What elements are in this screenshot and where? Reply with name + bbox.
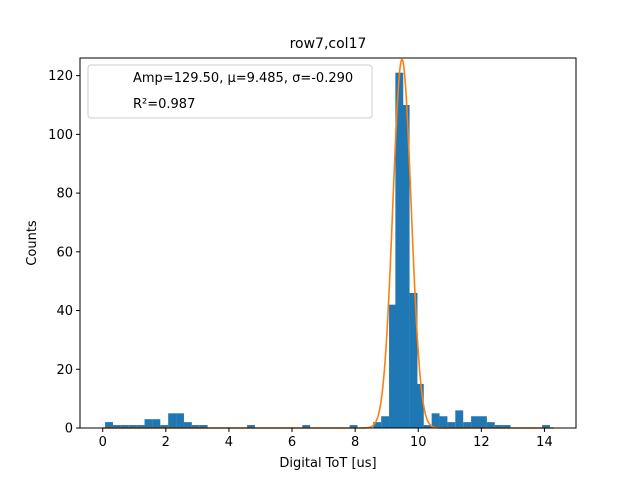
histogram-bar <box>302 425 311 428</box>
histogram-bar <box>439 416 448 428</box>
y-tick-label: 60 <box>56 245 73 260</box>
histogram-bar <box>486 422 495 428</box>
histogram-bar <box>409 292 418 428</box>
x-tick-label: 8 <box>351 435 359 450</box>
histogram-bar <box>191 425 200 428</box>
histogram-bar <box>471 416 479 428</box>
y-tick-label: 80 <box>56 187 73 202</box>
histogram-bar <box>152 419 161 428</box>
x-tick-label: 12 <box>473 435 490 450</box>
histogram-bar <box>176 413 184 428</box>
x-tick-label: 4 <box>225 435 233 450</box>
histogram-bar <box>395 72 404 428</box>
histogram-bar <box>415 383 424 428</box>
histogram-bar <box>136 425 145 428</box>
legend-entry-fit-params: Amp=129.50, μ=9.485, σ=-0.290 <box>133 71 353 86</box>
legend-box <box>87 64 373 119</box>
plot-frame <box>79 57 577 429</box>
x-tick-label: 10 <box>410 435 427 450</box>
chart-title: row7,col17 <box>290 36 367 52</box>
y-axis-ticks: 0 20 40 60 80 100 120 <box>48 69 80 437</box>
histogram-bar <box>168 413 177 428</box>
histogram-bars <box>105 72 550 428</box>
histogram-bar <box>247 425 255 428</box>
histogram-bar <box>463 422 472 428</box>
histogram-bar <box>401 104 410 428</box>
legend-entry-r-squared: R²=0.987 <box>133 97 195 112</box>
histogram-bar <box>502 425 511 428</box>
y-tick-label: 0 <box>65 422 73 437</box>
histogram-bar <box>105 422 113 428</box>
histogram-bar <box>144 419 153 428</box>
histogram-bar <box>431 413 440 428</box>
y-tick-label: 120 <box>48 69 73 84</box>
histogram-bar <box>183 422 192 428</box>
histogram-bar <box>381 416 390 428</box>
x-axis-ticks: 0 2 4 6 8 10 12 14 <box>99 428 553 450</box>
x-tick-label: 14 <box>536 435 553 450</box>
histogram-bar <box>542 425 550 428</box>
histogram-bar <box>423 425 432 428</box>
legend: Amp=129.50, μ=9.485, σ=-0.290 R²=0.987 <box>87 64 373 119</box>
histogram-bar <box>447 422 456 428</box>
y-tick-label: 100 <box>48 128 73 143</box>
x-tick-label: 2 <box>162 435 170 450</box>
y-axis-label: Counts <box>25 220 40 266</box>
x-axis-label: Digital ToT [us] <box>279 456 376 471</box>
histogram-bar <box>120 425 129 428</box>
histogram-bar <box>373 422 382 428</box>
histogram-bar <box>455 410 464 428</box>
x-tick-label: 6 <box>288 435 296 450</box>
histogram-bar <box>160 425 169 428</box>
histogram-bar <box>128 425 137 428</box>
histogram-bar <box>494 425 503 428</box>
histogram-bar <box>199 425 208 428</box>
histogram-bar <box>349 425 358 428</box>
histogram-bar <box>389 304 397 428</box>
histogram-bar <box>478 416 487 428</box>
histogram-bar <box>112 425 121 428</box>
y-tick-label: 20 <box>56 363 73 378</box>
y-tick-label: 40 <box>56 304 73 319</box>
x-tick-label: 0 <box>99 435 107 450</box>
